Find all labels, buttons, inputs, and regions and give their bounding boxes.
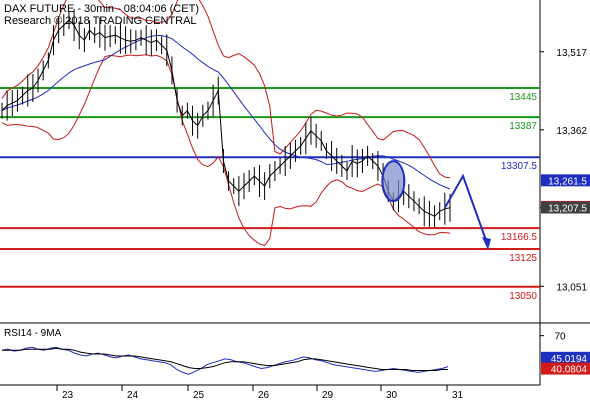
- forecast-path: [444, 173, 488, 244]
- price-tag-label-2: 13,207.5: [548, 204, 587, 215]
- y-tick-label: 13,051: [556, 282, 587, 293]
- y-tick-label: 13,362: [556, 126, 587, 137]
- lower-band: [1, 54, 451, 246]
- x-tick-label: 29: [322, 390, 334, 400]
- rsi-value-tag-0: [541, 351, 590, 364]
- level-label-0: 13445: [509, 92, 537, 103]
- price-tag-0: [541, 174, 590, 187]
- rsi-value-label-0: 45.0194: [551, 354, 588, 365]
- rsi-title: RSI14 - 9MA: [4, 328, 62, 339]
- x-tick-label: 24: [127, 390, 139, 400]
- price-panel: 13445 13387 13307.5 13166.5 13125 13050: [0, 0, 540, 302]
- x-tick-label: 25: [193, 390, 205, 400]
- rsi-panel: RSI14 - 9MA: [1, 328, 449, 375]
- rsi-value-label-1: 40.0804: [551, 365, 588, 376]
- rsi-ma-line: [2, 347, 448, 371]
- price-tag-2: [541, 201, 590, 214]
- forecast-arrowhead: [482, 237, 491, 251]
- chart-title: DAX FUTURE - 30min - 08:04:06 (CET): [4, 3, 199, 15]
- upper-band: [1, 0, 451, 179]
- level-label-5: 13050: [509, 291, 537, 302]
- level-label-3: 13166.5: [501, 232, 538, 243]
- price-tag-label-0: 13,261.5: [548, 176, 587, 187]
- y-tick-label: 13,517: [556, 48, 587, 59]
- rsi-line: [1, 346, 449, 375]
- level-label-4: 13125: [509, 253, 537, 264]
- axes: 13,05113,20713,36213,51713,261.513,208.7…: [56, 48, 590, 400]
- chart-subtitle: Research © 2018 TRADING CENTRAL: [4, 15, 197, 27]
- x-tick-label: 23: [62, 390, 74, 400]
- x-tick-label: 30: [386, 390, 398, 400]
- highlight-ellipse: [381, 160, 406, 203]
- moving-average: [1, 34, 451, 190]
- price-line: [1, 19, 451, 217]
- level-label-1: 13387: [509, 121, 537, 132]
- x-tick-label: 26: [258, 390, 270, 400]
- x-tick-label: 31: [452, 390, 464, 400]
- rsi-y-tick-label: 70: [554, 332, 566, 343]
- level-label-2: 13307.5: [501, 161, 538, 172]
- rsi-value-tag-1: [541, 362, 590, 375]
